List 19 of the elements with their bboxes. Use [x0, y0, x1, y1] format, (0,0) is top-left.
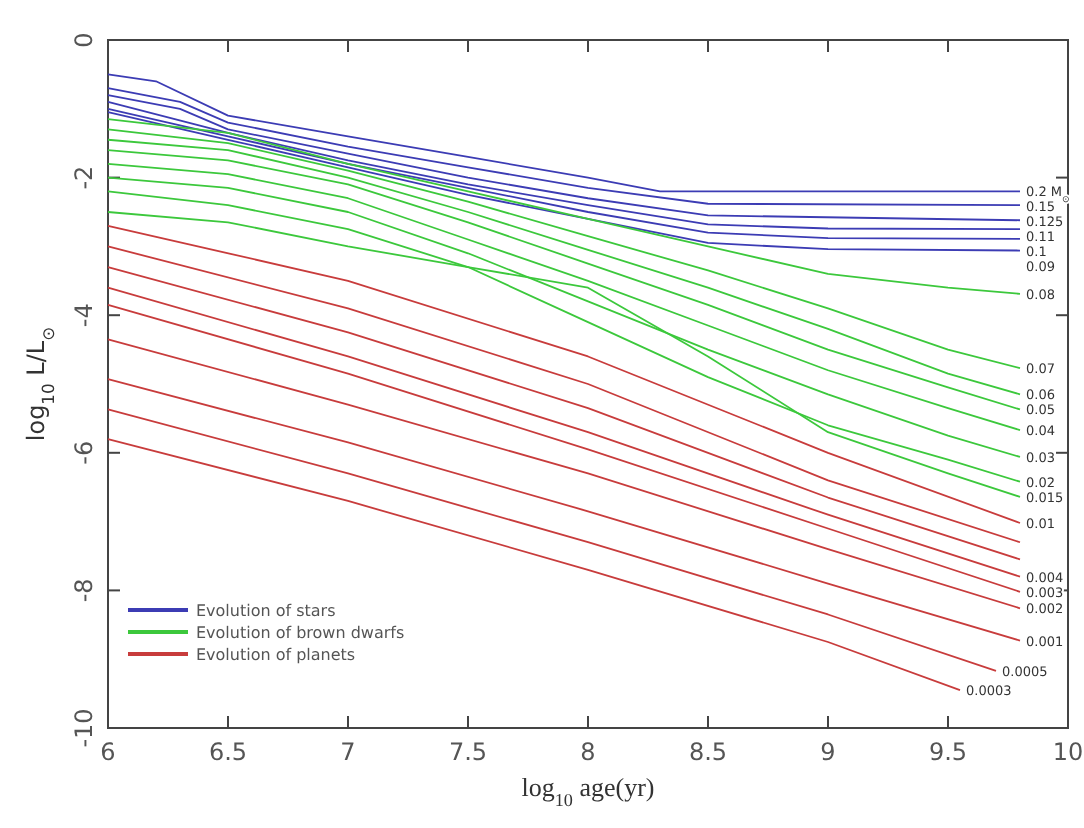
x-tick-label: 7.5: [448, 738, 488, 766]
x-tick-label: 6: [100, 738, 116, 766]
x-tick-label: 9: [820, 738, 836, 766]
x-tick-label: 8: [580, 738, 596, 766]
legend-label: Evolution of planets: [196, 646, 356, 664]
y-tick-label: 0: [70, 32, 98, 48]
x-axis-title: log$_{10}$ age(yr): [521, 772, 655, 810]
x-tick-label: 7: [340, 738, 356, 766]
y-tick-label: -4: [70, 303, 98, 328]
x-tick-label: 9.5: [928, 738, 968, 766]
x-tick-label: 10: [1052, 738, 1084, 766]
x-tick-label: 6.5: [208, 738, 248, 766]
y-tick-label: -10: [70, 708, 98, 748]
y-tick-label: -6: [70, 440, 98, 465]
legend-label: Evolution of stars: [196, 602, 336, 620]
y-tick-label: -8: [70, 578, 98, 603]
y-tick-label: -2: [70, 165, 98, 190]
legend-label: Evolution of brown dwarfs: [196, 624, 405, 642]
x-tick-label: 8.5: [688, 738, 728, 766]
